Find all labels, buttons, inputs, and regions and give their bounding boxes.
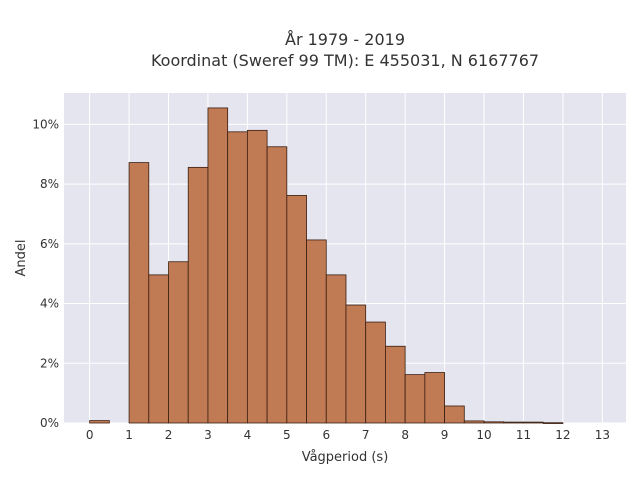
histogram-bar	[227, 131, 248, 424]
histogram-bar	[444, 405, 465, 424]
x-tick-label: 6	[322, 428, 330, 442]
histogram-bar	[325, 274, 347, 424]
histogram-bar	[503, 421, 524, 424]
bars	[89, 107, 564, 424]
y-tick-label: 4%	[40, 297, 59, 311]
x-tick-label: 13	[595, 428, 610, 442]
x-tick-label: 11	[516, 428, 531, 442]
x-tick-label: 4	[244, 428, 252, 442]
x-tick-label: 2	[165, 428, 173, 442]
x-tick-label: 8	[401, 428, 409, 442]
histogram-bar	[266, 146, 288, 424]
x-tick-label: 12	[555, 428, 570, 442]
histogram-bar	[463, 420, 485, 424]
histogram-bar	[246, 129, 268, 424]
y-tick-label: 8%	[40, 177, 59, 191]
x-tick-label: 10	[476, 428, 491, 442]
histogram-bar	[385, 345, 406, 424]
histogram-bar	[286, 195, 307, 424]
chart-title-line-2: Koordinat (Sweref 99 TM): E 455031, N 61…	[151, 51, 539, 70]
histogram-bar	[404, 374, 426, 424]
x-tick-label: 1	[125, 428, 133, 442]
chart-title-line-1: År 1979 - 2019	[285, 30, 405, 49]
y-tick-label: 10%	[32, 117, 59, 131]
histogram-bar	[345, 304, 367, 424]
x-tick-label: 5	[283, 428, 291, 442]
tick-labels: 0 1 2 3 4 5 6 7 8 9 10 11 12 130%2%4%6%8%10%	[32, 117, 610, 442]
x-axis-label: Vågperiod (s)	[302, 450, 389, 465]
x-tick-label: 9	[441, 428, 449, 442]
y-tick-label: 2%	[40, 356, 59, 370]
histogram-bar	[168, 261, 189, 424]
histogram-bar	[148, 274, 169, 424]
histogram-bar	[523, 421, 544, 424]
x-tick-label: 3	[204, 428, 212, 442]
histogram-bar	[187, 166, 209, 424]
y-tick-label: 6%	[40, 237, 59, 251]
x-tick-label: 0	[86, 428, 94, 442]
histogram-bar	[89, 420, 110, 424]
histogram-bar	[483, 421, 505, 424]
y-axis-label: Andel	[14, 240, 29, 277]
histogram-bar	[542, 422, 564, 424]
histogram-bar	[365, 321, 386, 424]
x-tick-label: 7	[362, 428, 370, 442]
histogram-bar	[207, 107, 229, 424]
y-tick-label: 0%	[40, 416, 59, 430]
histogram-bar	[128, 162, 150, 424]
histogram-bar	[306, 239, 327, 424]
histogram-bar	[424, 372, 445, 424]
